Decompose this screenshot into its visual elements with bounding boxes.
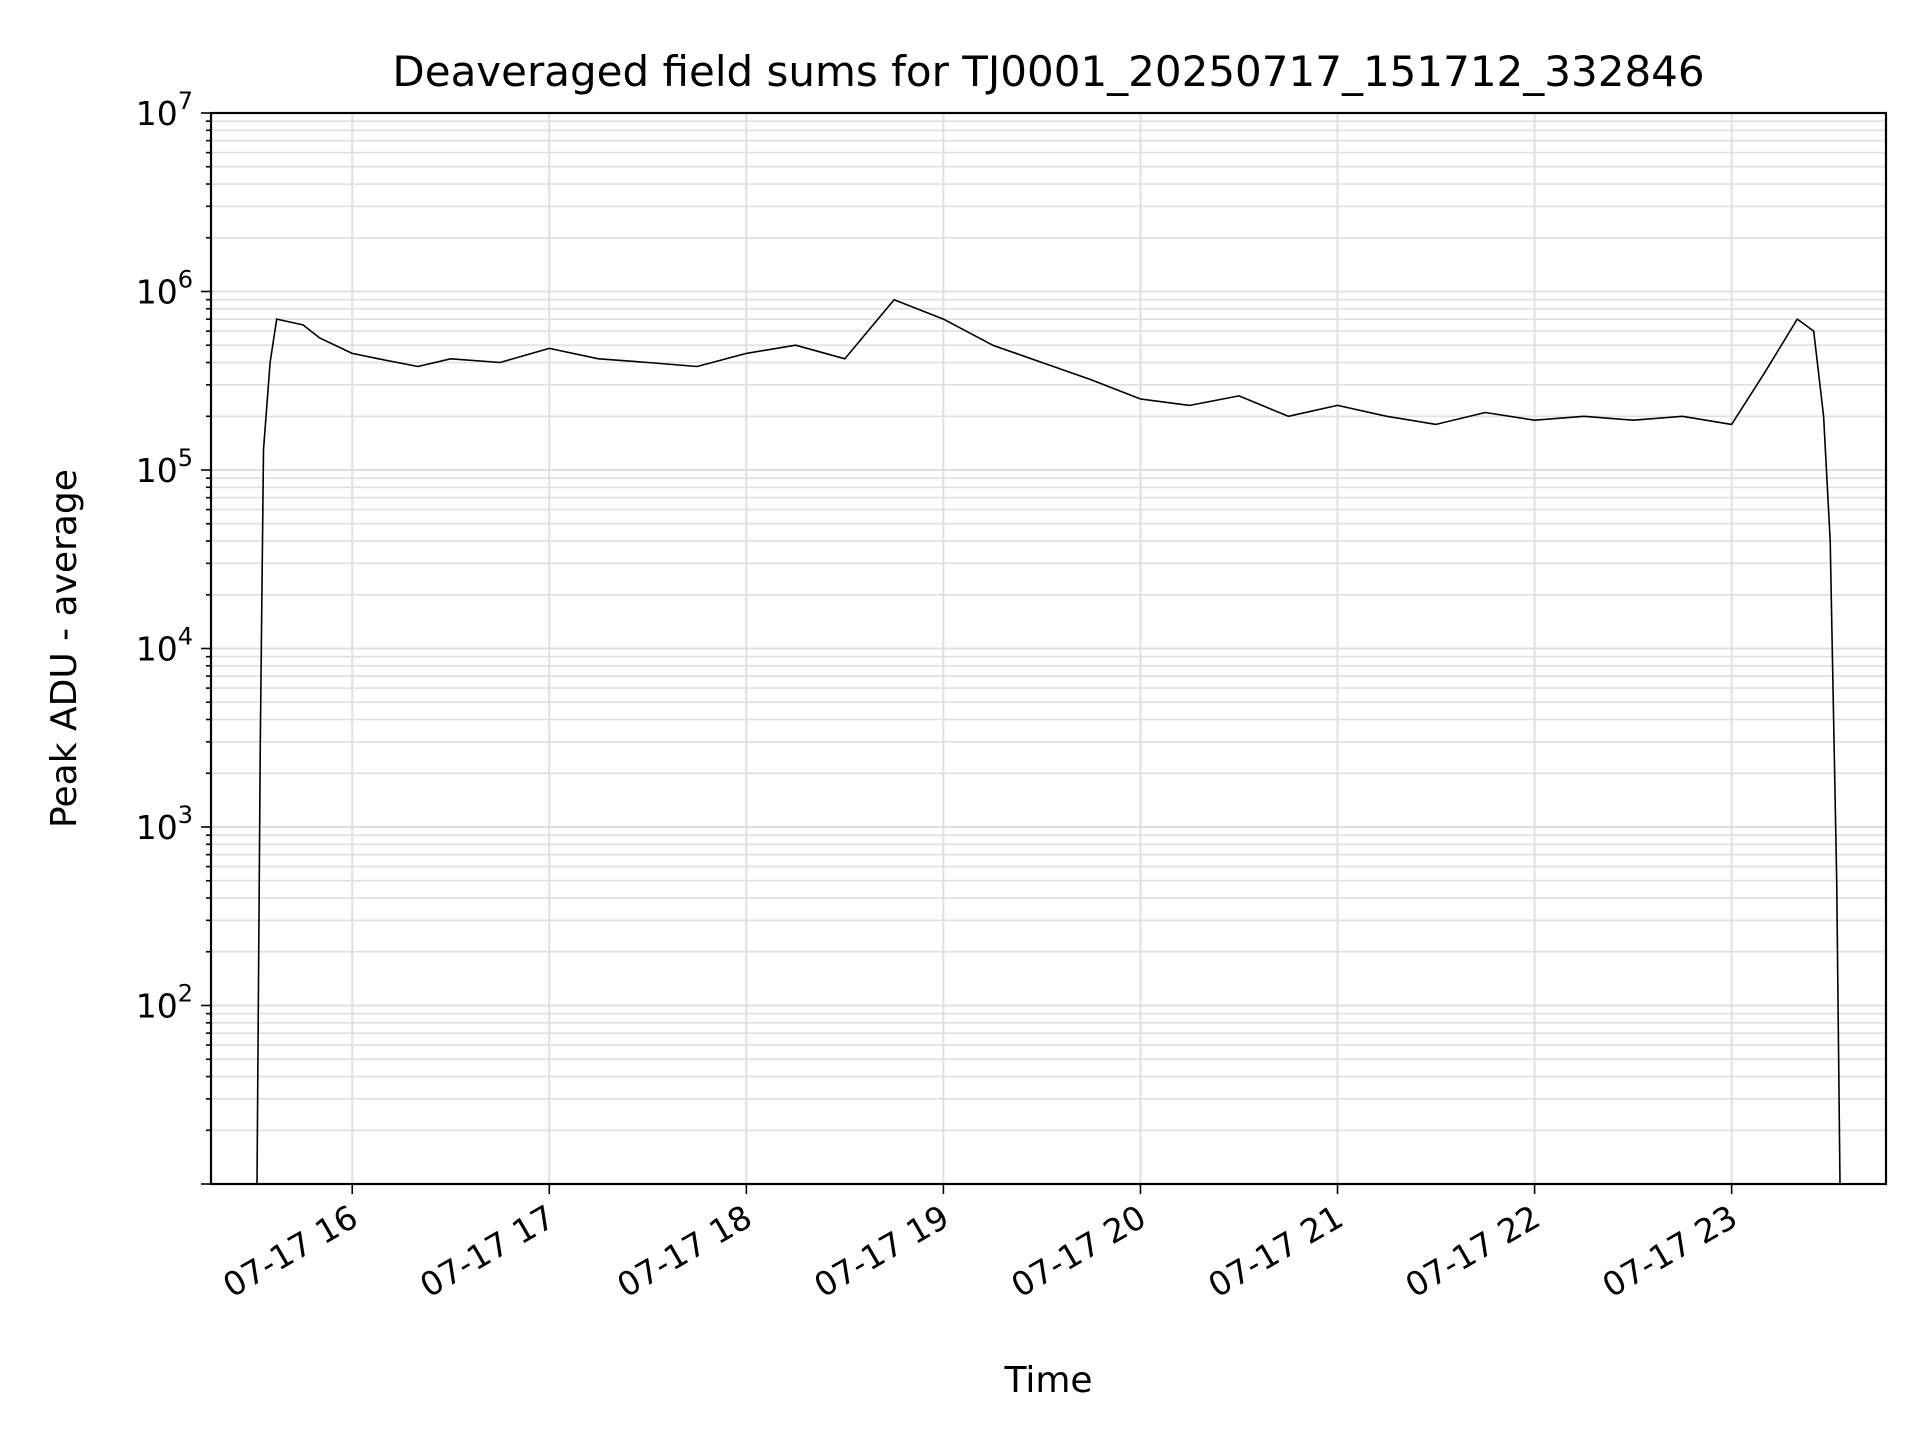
y-tick-exponent: 2 (178, 980, 193, 1008)
y-tick-label: 103 (136, 801, 193, 847)
y-tick-exponent: 6 (178, 266, 193, 294)
chart-title: Deaveraged field sums for TJ0001_2025071… (392, 47, 1704, 96)
y-tick-label: 106 (136, 266, 193, 312)
x-axis-label: Time (1003, 1360, 1092, 1401)
series-line (256, 298, 1841, 1185)
y-tick-base: 10 (136, 808, 178, 847)
y-tick-exponent: 4 (178, 623, 193, 651)
y-tick-label: 102 (136, 980, 193, 1026)
y-tick-base: 10 (136, 987, 178, 1026)
y-tick-base: 10 (136, 273, 178, 312)
y-axis-label: Peak ADU - average (44, 469, 85, 828)
y-tick-base: 10 (136, 451, 178, 490)
y-tick-exponent: 5 (178, 444, 193, 472)
y-tick-base: 10 (136, 94, 178, 133)
y-tick-label: 104 (136, 623, 193, 669)
y-tick-exponent: 7 (178, 87, 193, 115)
y-tick-exponent: 3 (178, 801, 193, 829)
y-tick-label: 107 (136, 87, 193, 133)
series-layer (256, 298, 1841, 1185)
y-tick-label: 105 (136, 444, 193, 490)
y-tick-base: 10 (136, 630, 178, 669)
grid (211, 112, 1886, 1185)
